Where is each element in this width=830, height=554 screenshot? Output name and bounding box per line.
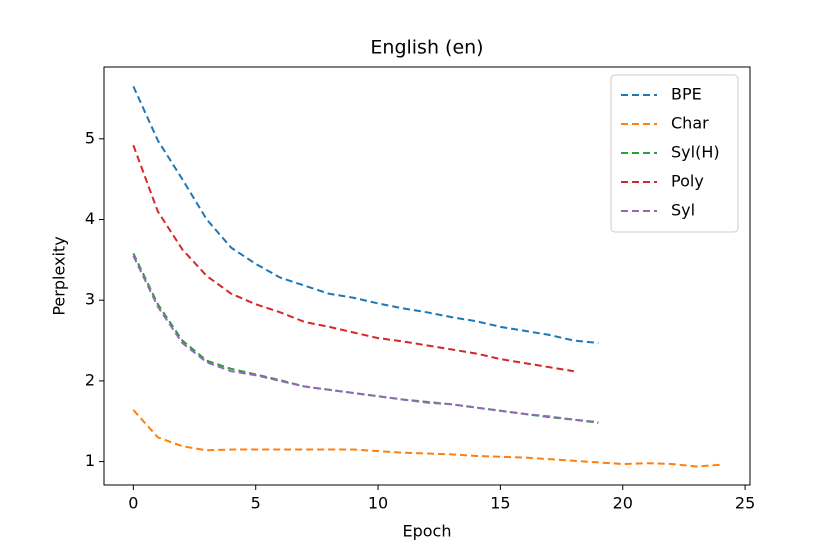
plot-frame (103, 66, 751, 486)
y-tick-label: 2 (85, 370, 95, 389)
legend-label: Char (671, 114, 709, 133)
y-axis-label: Perplexity (50, 236, 69, 315)
line (132, 85, 599, 344)
x-axis-label: Epoch (403, 522, 452, 541)
legend-label: Poly (671, 172, 704, 191)
y-tick-label: 1 (85, 451, 95, 470)
x-tick-label: 20 (613, 494, 633, 513)
y-tick-label: 5 (85, 128, 95, 147)
chart-title: English (en) (370, 37, 483, 59)
legend-label: BPE (671, 85, 702, 104)
x-tick-label: 10 (368, 494, 388, 513)
legend-label: Syl (671, 201, 695, 220)
x-tick-label: 25 (735, 494, 755, 513)
x-tick-label: 5 (251, 494, 261, 513)
line (132, 144, 574, 373)
legend-box (610, 74, 739, 233)
legend-label: Syl(H) (671, 143, 720, 162)
line (132, 252, 599, 424)
x-tick-label: 0 (128, 494, 138, 513)
line (132, 255, 599, 424)
y-tick-label: 3 (85, 290, 95, 309)
line (132, 409, 721, 468)
y-tick-label: 4 (85, 209, 95, 228)
x-tick-label: 15 (490, 494, 510, 513)
